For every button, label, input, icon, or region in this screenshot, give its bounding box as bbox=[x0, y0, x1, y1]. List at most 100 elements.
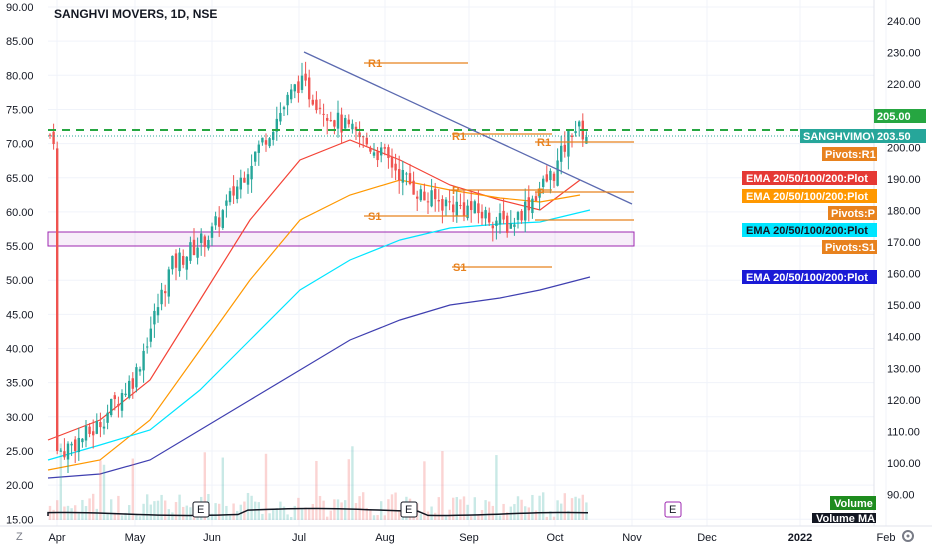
candle-body bbox=[124, 393, 127, 396]
volume-bar bbox=[117, 495, 120, 520]
volume-bar bbox=[326, 516, 329, 520]
volume-bar bbox=[239, 504, 242, 520]
candle-body bbox=[531, 198, 534, 214]
earnings-marker-2[interactable]: E bbox=[400, 501, 418, 518]
candle-body bbox=[426, 201, 430, 203]
candle-body bbox=[304, 73, 307, 81]
left-tick-label: 85.00 bbox=[6, 36, 34, 48]
candle-body bbox=[167, 269, 170, 297]
volume-bar bbox=[354, 503, 358, 520]
volume-bar bbox=[581, 494, 584, 520]
candle-body bbox=[351, 123, 354, 130]
candle-body bbox=[264, 140, 268, 145]
volume-bar bbox=[279, 501, 282, 520]
pivot-label-s1-lower: S1 bbox=[453, 262, 466, 274]
candle-body bbox=[437, 200, 440, 202]
volume-bar bbox=[52, 509, 55, 520]
right-tick-label: 230.00 bbox=[887, 48, 921, 60]
volume-bar bbox=[92, 493, 95, 520]
candle-body bbox=[77, 437, 80, 453]
candle-body bbox=[225, 200, 228, 206]
x-tick-label: Jul bbox=[292, 532, 306, 544]
volume-bar bbox=[322, 500, 325, 520]
right-tick-label: 110.00 bbox=[887, 426, 920, 438]
volume-bar bbox=[59, 443, 62, 520]
svg-text:Volume MA: Volume MA bbox=[816, 513, 875, 525]
volume-bar bbox=[99, 460, 102, 520]
volume-bar bbox=[113, 512, 116, 520]
candle-body bbox=[185, 256, 188, 270]
volume-bar bbox=[502, 503, 505, 520]
settings-gear-icon[interactable] bbox=[902, 530, 914, 542]
candle-body bbox=[365, 137, 368, 145]
x-tick-label: May bbox=[125, 532, 146, 544]
candle-body bbox=[120, 393, 124, 411]
volume-bar bbox=[488, 501, 491, 520]
candle-body bbox=[527, 197, 530, 211]
candle-body bbox=[380, 147, 383, 156]
candle-body bbox=[113, 395, 116, 400]
candle-body bbox=[387, 147, 390, 159]
candle-body bbox=[311, 99, 314, 105]
x-tick-label: Sep bbox=[459, 532, 479, 544]
volume-bar bbox=[232, 503, 235, 520]
volume-bar bbox=[452, 497, 455, 520]
volume-bar bbox=[315, 460, 318, 520]
candle-body bbox=[542, 178, 545, 187]
candle-body bbox=[401, 170, 404, 183]
earnings-marker-3[interactable]: E bbox=[664, 501, 682, 518]
candle-body bbox=[578, 121, 581, 127]
volume-bar bbox=[444, 516, 448, 520]
left-tick-label: 75.00 bbox=[6, 104, 34, 116]
volume-bar bbox=[178, 494, 181, 520]
candle-body bbox=[99, 422, 102, 428]
pivots-r1-tag: Pivots:R1 bbox=[822, 147, 877, 161]
candle-body bbox=[275, 118, 278, 132]
volume-bar bbox=[563, 493, 566, 520]
candle-body bbox=[297, 81, 300, 94]
left-tick-label: 60.00 bbox=[6, 207, 34, 219]
zoom-icon[interactable]: Z bbox=[16, 531, 23, 543]
candle-body bbox=[462, 202, 466, 216]
volume-bar bbox=[498, 515, 502, 520]
candle-body bbox=[66, 443, 70, 460]
chart-title: SANGHVI MOVERS, 1D, NSE bbox=[54, 7, 217, 21]
volume-bar bbox=[70, 508, 73, 520]
candle-body bbox=[563, 144, 566, 152]
volume-bar bbox=[383, 515, 386, 520]
candle-body bbox=[326, 118, 329, 121]
volume-bar bbox=[275, 508, 278, 520]
candle-body bbox=[452, 204, 455, 213]
time-axis[interactable]: Apr May Jun Jul Aug Sep Oct Nov Dec 2022 Feb bbox=[0, 525, 932, 544]
volume-bar bbox=[264, 453, 268, 520]
svg-text:EMA 20/50/100/200:Plot: EMA 20/50/100/200:Plot bbox=[746, 225, 868, 237]
right-tick-label: 180.00 bbox=[887, 205, 921, 217]
candle-body bbox=[189, 242, 192, 261]
candle-body bbox=[171, 255, 174, 270]
volume-bar bbox=[574, 496, 577, 520]
left-tick-label: 40.00 bbox=[6, 344, 34, 356]
volume-bar bbox=[387, 499, 390, 520]
right-tick-label: 170.00 bbox=[887, 237, 921, 249]
candle-body bbox=[560, 145, 563, 162]
left-price-axis[interactable]: 90.00 85.00 80.00 75.00 70.00 65.00 60.00 55.00… bbox=[6, 2, 34, 526]
volume-bar bbox=[473, 497, 476, 520]
candle-body bbox=[484, 210, 487, 219]
earnings-marker-1[interactable]: E bbox=[192, 501, 210, 518]
candle-body bbox=[448, 201, 451, 203]
volume-bar bbox=[372, 515, 376, 520]
candle-body bbox=[149, 328, 152, 342]
candle-body bbox=[347, 119, 350, 125]
volume-bar bbox=[243, 501, 246, 520]
pivots-s1-tag: Pivots:S1 bbox=[822, 240, 877, 254]
candle-body bbox=[333, 120, 336, 127]
trendline[interactable] bbox=[303, 51, 633, 205]
candle-body bbox=[203, 236, 206, 247]
volume-bar bbox=[225, 505, 228, 520]
ema-red-tag: EMA 20/50/100/200:Plot bbox=[742, 171, 877, 185]
candle-body bbox=[52, 131, 55, 145]
svg-text:Pivots:P: Pivots:P bbox=[831, 208, 875, 220]
right-price-axis[interactable]: 240.00230.00220.00210.00200.00190.00180.… bbox=[873, 0, 921, 526]
candle-body bbox=[250, 165, 253, 180]
